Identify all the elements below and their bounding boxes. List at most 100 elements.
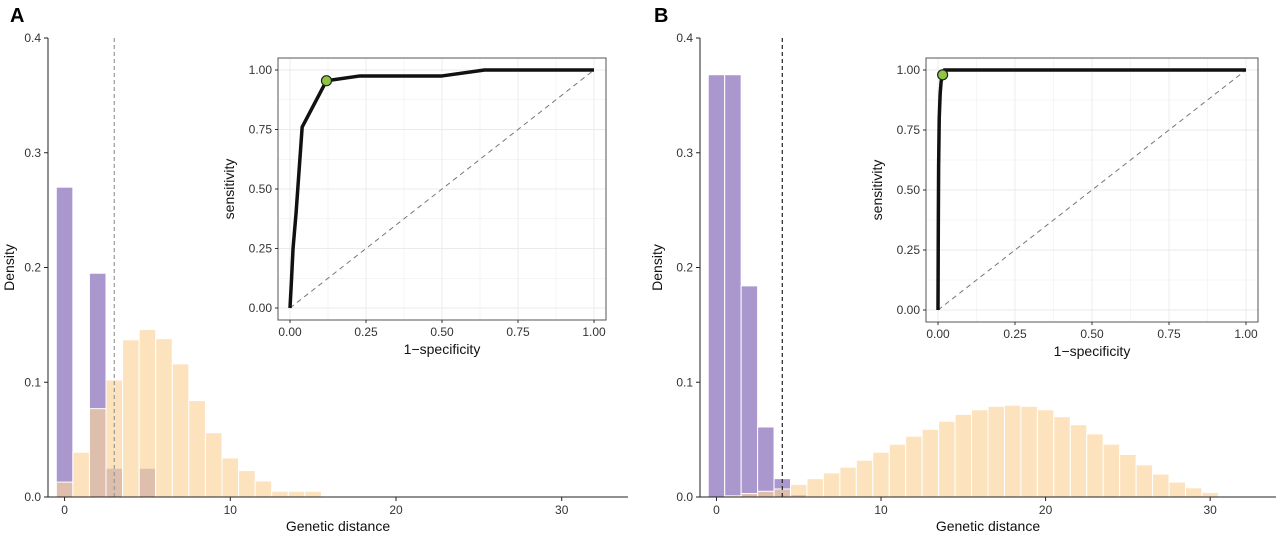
y-tick-label: 0.2 xyxy=(676,261,693,275)
x-tick-label: 0 xyxy=(713,503,720,517)
histogram-bar-orange xyxy=(1003,404,1022,498)
x-tick-label: 20 xyxy=(389,503,403,517)
inset-x-tick-label: 0.50 xyxy=(430,325,454,339)
histogram-bar-purple xyxy=(757,426,775,498)
histogram-bar-orange xyxy=(1201,491,1219,498)
inset-y-tick-label: 0.00 xyxy=(897,303,921,317)
y-tick-label: 0.1 xyxy=(676,375,693,389)
histogram-bar-orange xyxy=(839,466,857,498)
roc-curve-line xyxy=(288,68,594,309)
histogram-bar-orange xyxy=(55,481,74,498)
histogram-bar-orange xyxy=(921,428,940,498)
histogram-bar-orange xyxy=(1102,443,1121,498)
inset-y-tick-label: 0.25 xyxy=(249,242,273,256)
inset-y-tick-label: 0.25 xyxy=(897,243,921,257)
y-tick-label: 0.0 xyxy=(24,490,41,504)
inset-x-tick-label: 0.50 xyxy=(1080,327,1104,341)
histogram-bar-orange xyxy=(806,478,824,498)
histogram-bar-purple xyxy=(724,74,742,498)
roc-optimal-point xyxy=(937,69,949,81)
inset-diagonal-line xyxy=(289,69,595,309)
histogram-bar-orange xyxy=(971,409,989,498)
histogram-bar-orange xyxy=(204,432,223,498)
histogram-bar-orange xyxy=(238,470,256,498)
y-axis-title: Density xyxy=(649,244,665,291)
histogram-bar-orange xyxy=(88,408,107,498)
inset-diagonal-line xyxy=(937,69,1247,311)
inset-x-tick-label: 1.00 xyxy=(1234,327,1258,341)
histogram-bar-orange xyxy=(138,328,157,498)
histogram-bar-orange xyxy=(1184,487,1203,498)
inset-x-tick-label: 1.00 xyxy=(582,325,606,339)
histogram-bar-orange xyxy=(171,363,190,498)
roc-inset: 0.00 0.25 0.50 0.75 1.00 0.00 0.25 0.50 0.75 1.00… xyxy=(869,57,1259,359)
histogram-bar-orange xyxy=(1135,464,1154,498)
inset-x-axis-title: 1−specificity xyxy=(1054,343,1131,359)
inset-x-tick-label: 0.25 xyxy=(354,325,378,339)
x-tick-label: 10 xyxy=(874,503,888,517)
histogram-bar-orange xyxy=(1168,481,1186,498)
panel-label: A xyxy=(10,5,24,27)
panel-b: B 0.0 0.1 0.2 0.3 0.4 0 10 20 30 Genetic distance D… xyxy=(649,5,1276,533)
inset-y-tick-label: 0.75 xyxy=(897,123,921,137)
histogram-bar-orange xyxy=(905,435,923,498)
inset-x-tick-label: 0.00 xyxy=(278,325,302,339)
inset-y-tick-label: 1.00 xyxy=(897,63,921,77)
inset-y-axis-title: sensitivity xyxy=(869,160,885,221)
x-tick-label: 30 xyxy=(1203,503,1217,517)
y-tick-label: 0.4 xyxy=(676,31,693,45)
inset-y-tick-label: 0.00 xyxy=(249,301,273,315)
roc-inset: 0.00 0.25 0.50 0.75 1.00 0.00 0.25 0.50 0.75 1.00… xyxy=(221,57,607,357)
x-axis-title: Genetic distance xyxy=(286,518,390,533)
x-tick-label: 0 xyxy=(61,503,68,517)
histogram-bar-orange xyxy=(855,459,874,498)
y-tick-label: 0.0 xyxy=(676,490,693,504)
histogram-bar-orange xyxy=(987,405,1005,498)
inset-x-tick-label: 0.75 xyxy=(1157,327,1181,341)
inset-y-tick-label: 0.50 xyxy=(249,182,273,196)
histogram-bar-orange xyxy=(872,451,890,498)
x-tick-label: 10 xyxy=(224,503,238,517)
inset-y-tick-label: 1.00 xyxy=(249,63,273,77)
histogram-bar-orange xyxy=(155,338,173,498)
inset-y-tick-label: 0.50 xyxy=(897,183,921,197)
inset-y-axis-title: sensitivity xyxy=(221,159,237,220)
inset-x-tick-label: 0.00 xyxy=(926,327,950,341)
histogram-bar-orange xyxy=(304,490,322,498)
histogram-bar-orange xyxy=(1152,473,1170,498)
histogram-bar-orange xyxy=(122,339,140,498)
histogram-bar-orange xyxy=(1119,454,1137,498)
y-axis-title: Density xyxy=(1,244,17,291)
inset-y-tick-label: 0.75 xyxy=(249,123,273,137)
histogram-bar-orange xyxy=(1036,409,1055,498)
roc-curve-line xyxy=(936,68,1246,311)
histogram-bar-orange xyxy=(1020,405,1038,498)
histogram-bar-orange xyxy=(221,457,240,498)
x-tick-label: 30 xyxy=(555,503,569,517)
x-axis-title: Genetic distance xyxy=(936,518,1040,533)
y-tick-label: 0.3 xyxy=(676,146,693,160)
inset-x-tick-label: 0.75 xyxy=(506,325,530,339)
histogram-bar-orange xyxy=(1086,433,1104,498)
histogram-bar-orange xyxy=(938,420,956,498)
histogram-bar-orange xyxy=(287,490,306,498)
histogram-bar-orange xyxy=(188,400,206,498)
histogram-bar-orange xyxy=(271,490,289,498)
histogram-bar-orange xyxy=(254,480,273,498)
y-tick-label: 0.3 xyxy=(24,146,41,160)
histogram-bar-orange xyxy=(72,451,90,498)
histogram-bar-purple xyxy=(740,285,759,498)
histogram-bar-orange xyxy=(1069,424,1088,498)
y-tick-label: 0.1 xyxy=(24,375,41,389)
roc-optimal-point xyxy=(320,75,333,87)
inset-x-axis-title: 1−specificity xyxy=(404,341,481,357)
histogram-bar-orange xyxy=(790,483,808,498)
inset-x-tick-label: 0.25 xyxy=(1003,327,1027,341)
histogram-bar-orange xyxy=(740,493,759,498)
histogram-bar-purple xyxy=(707,74,726,498)
histogram-bar-orange xyxy=(888,443,907,498)
panel-a: A 0.0 0.1 0.2 0.3 0.4 0 10 20 30 Genetic distance D… xyxy=(1,5,628,533)
histogram-bar-purple xyxy=(55,186,74,498)
histogram-bar-orange xyxy=(954,413,973,498)
